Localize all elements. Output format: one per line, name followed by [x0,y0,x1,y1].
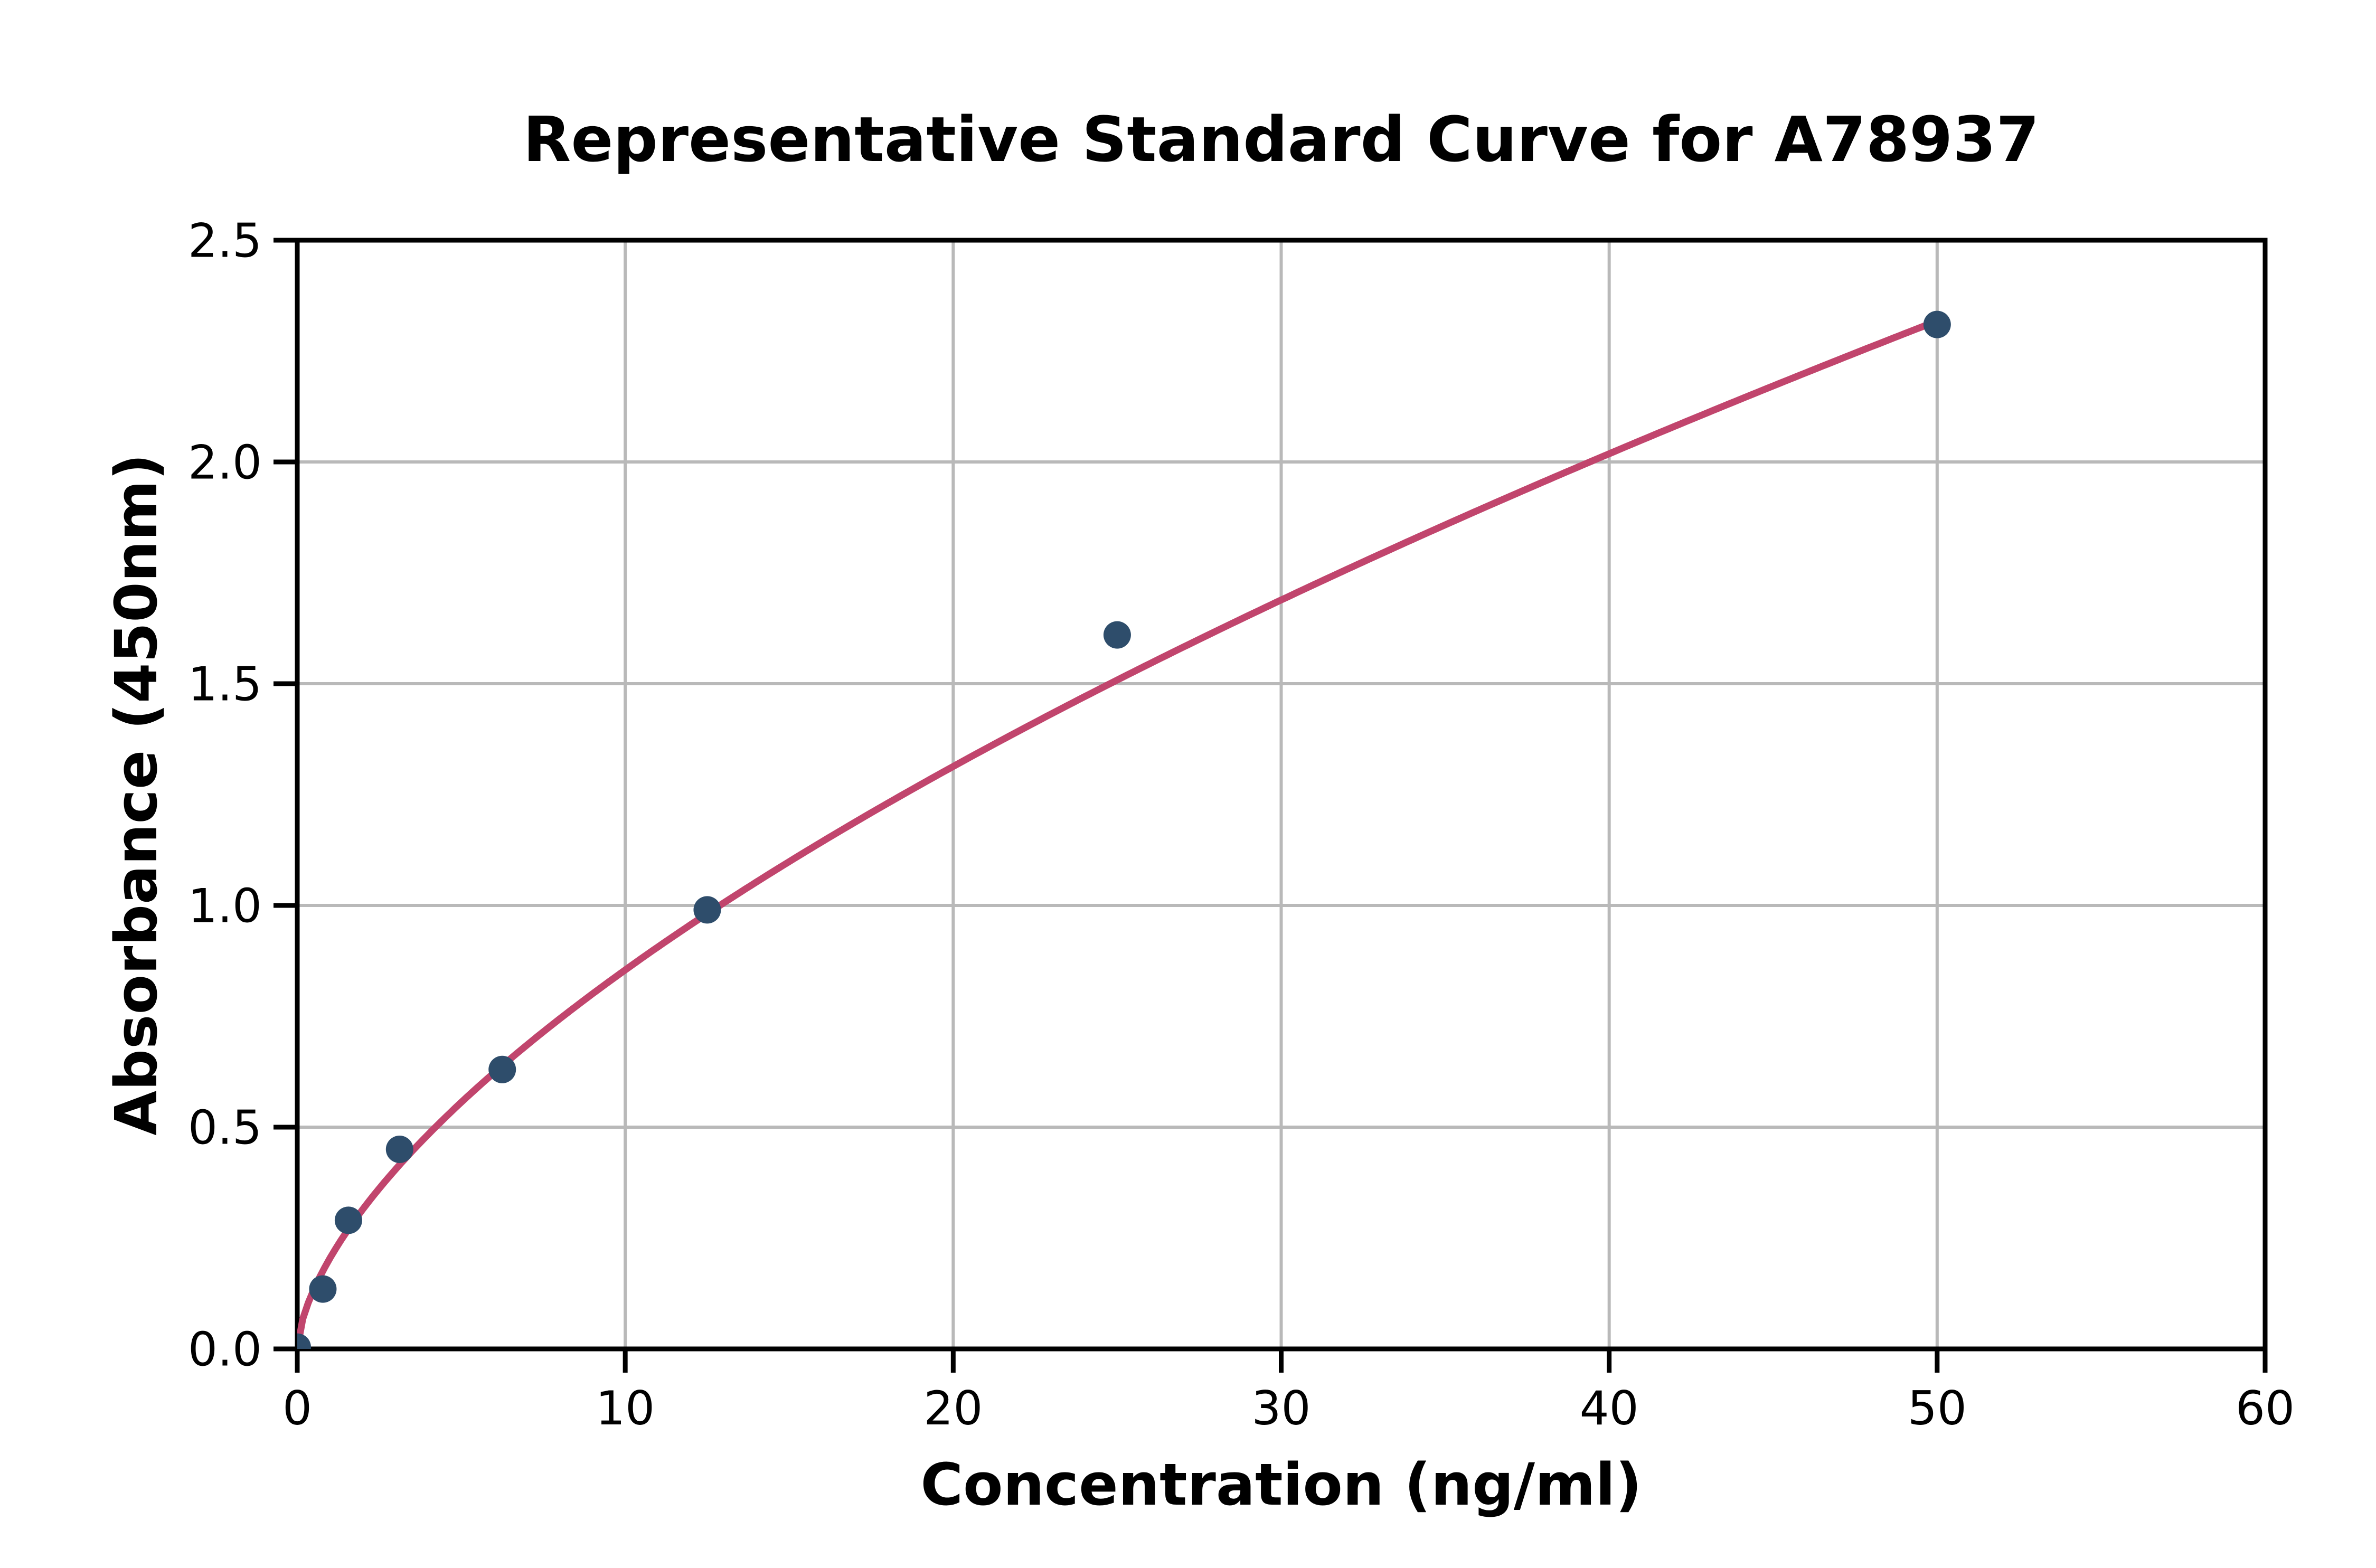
x-tick-label: 60 [2236,1381,2295,1435]
data-point [385,1136,413,1163]
data-point [1103,621,1131,649]
x-tick-label: 50 [1908,1381,1967,1435]
x-tick-label: 40 [1580,1381,1639,1435]
data-point [693,896,721,924]
y-tick-label: 1.0 [188,879,262,933]
y-tick-label: 0.0 [188,1323,262,1377]
x-axis-label: Concentration (ng/ml) [920,1451,1642,1518]
fit-curve [297,317,1941,1349]
chart-title: Representative Standard Curve for A78937 [523,103,2040,176]
x-tick-label: 10 [596,1381,655,1435]
y-tick-label: 2.0 [188,436,262,490]
data-point [309,1275,337,1303]
x-tick-label: 0 [282,1381,312,1435]
x-tick-label: 20 [923,1381,983,1435]
data-point [334,1206,362,1234]
data-layer [297,310,1951,1349]
y-tick-label: 2.5 [188,214,262,268]
x-tick-label: 30 [1252,1381,1311,1435]
data-point [1923,310,1951,338]
y-tick-label: 1.5 [188,657,262,712]
data-point [297,1333,311,1349]
data-point [488,1055,516,1083]
y-tick-label: 0.5 [188,1101,262,1155]
